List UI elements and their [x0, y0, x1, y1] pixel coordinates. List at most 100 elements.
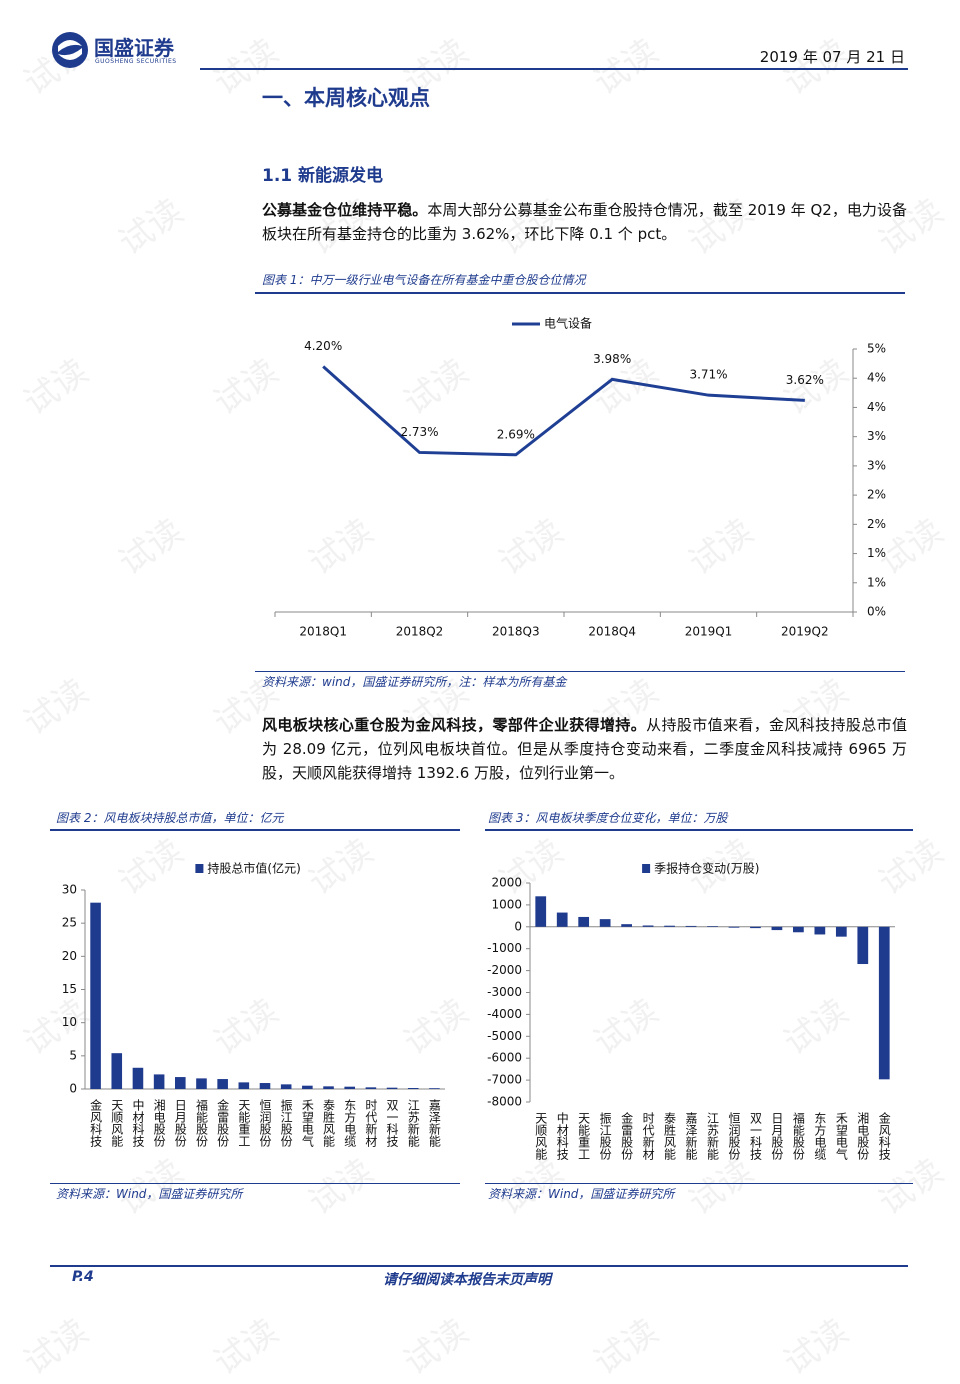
x-tick-label: 天顺风能 [110, 1099, 124, 1147]
figure-source: 资料来源：Wind，国盛证券研究所 [56, 1187, 243, 1201]
chart: -8000 -7000 -6000 -5000 -4000 -3000 -2000 -1000… [487, 861, 895, 1160]
y-tick-label: 2% [867, 517, 886, 531]
paragraph: 公募基金仓位维持平稳。本周大部分公募基金公布重仓股持仓情况，截至 2019 年 … [262, 198, 907, 246]
bar [323, 1086, 334, 1089]
figure-caption: 图表 3：风电板块季度仓位变化，单位：万股 [488, 811, 728, 825]
bar [878, 926, 890, 1080]
bar [280, 1084, 292, 1089]
bar [835, 926, 847, 937]
y-tick-label: 10 [62, 1015, 77, 1029]
data-label: 2.73% [400, 425, 438, 439]
bar [153, 1074, 165, 1089]
data-label: 3.71% [689, 368, 727, 382]
caption-rule [485, 829, 913, 831]
legend-swatch [642, 864, 651, 873]
y-tick-label: 4% [867, 371, 886, 385]
x-tick-label: 泰胜风能 [663, 1112, 677, 1160]
x-tick-label: 中材科技 [555, 1111, 569, 1160]
x-tick-label: 2018Q2 [396, 625, 444, 639]
legend-label: 电气设备 [544, 316, 592, 331]
line-series [322, 365, 805, 457]
x-tick-label: 恒润股份 [727, 1112, 741, 1160]
subsection-title: 1.1 新能源发电 [262, 166, 384, 186]
bar [578, 916, 590, 927]
x-tick-label: 双一科技 [385, 1099, 399, 1147]
y-tick-label: -5000 [487, 1029, 522, 1043]
footer-notice: 请仔细阅读本报告末页声明 [383, 1272, 551, 1288]
x-tick-label: 禾望电气 [300, 1099, 314, 1147]
data-label: 3.62% [786, 373, 824, 387]
legend-label: 季报持仓变动(万股) [654, 861, 759, 876]
logo-icon [52, 32, 88, 68]
bar [132, 1067, 144, 1089]
y-tick-label: 30 [62, 883, 77, 897]
bar [642, 925, 654, 927]
bar [793, 926, 804, 933]
y-tick-label: 2000 [491, 876, 522, 890]
y-tick-label: 15 [62, 982, 77, 996]
bar [685, 925, 697, 927]
bar [386, 1087, 398, 1089]
bar [664, 925, 675, 927]
y-tick-label: 5 [69, 1048, 77, 1062]
x-tick-label: 湘电股份 [856, 1111, 870, 1160]
caption-rule [50, 829, 460, 831]
y-tick-label: 0% [867, 605, 886, 619]
x-tick-label: 日月股份 [173, 1099, 187, 1147]
x-tick-label: 振江股份 [279, 1099, 293, 1147]
chart: 0% 1% 1% 2% 2% 3% 3% 4% 4% 5% 2018Q1 2018Q2 2018Q3 20… [274, 316, 886, 639]
y-tick-label: 25 [62, 916, 77, 930]
bar [429, 1088, 440, 1089]
source-rule [485, 1183, 913, 1184]
data-label: 4.20% [304, 339, 342, 353]
y-tick-label: 3% [867, 458, 886, 472]
figure-source: 资料来源：Wind，国盛证券研究所 [488, 1187, 675, 1201]
bar [217, 1079, 228, 1089]
bar [407, 1088, 419, 1089]
watermark: 试读 [206, 1311, 286, 1384]
x-tick-label: 金风科技 [89, 1098, 103, 1147]
body-text: 本周大部分公募基金公布重仓股持仓情况，截至 2019 年 Q2，电力设备板块在所… [262, 201, 907, 243]
y-tick-label: 3% [867, 429, 886, 443]
x-tick-label: 金雷股份 [216, 1098, 230, 1147]
x-tick-label: 江苏新能 [706, 1112, 720, 1160]
y-tick-label: -2000 [487, 963, 522, 977]
x-tick-label: 泰胜风能 [322, 1099, 336, 1147]
bar [90, 902, 101, 1089]
figure-caption: 图表 2：风电板块持股总市值，单位：亿元 [56, 811, 284, 825]
x-tick-label: 东方电缆 [813, 1112, 827, 1160]
y-tick-label: -4000 [487, 1007, 522, 1021]
bar [857, 926, 869, 965]
y-tick-label: -1000 [487, 941, 522, 955]
lead: 公募基金仓位维持平稳。 [262, 201, 428, 219]
caption-rule [255, 292, 905, 294]
footer-rule [50, 1265, 908, 1267]
bar [621, 924, 632, 927]
bar [535, 896, 547, 927]
x-tick-label: 时代新材 [641, 1112, 655, 1160]
x-tick-label: 2018Q4 [588, 625, 636, 639]
bar [111, 1053, 123, 1089]
watermark: 试读 [16, 351, 96, 424]
y-tick-label: -7000 [487, 1073, 522, 1087]
x-tick-label: 恒润股份 [258, 1099, 272, 1147]
figure-caption: 图表 1：中万一级行业电气设备在所有基金中重仓股仓位情况 [262, 273, 586, 287]
y-tick-label: -8000 [487, 1095, 522, 1109]
header-rule [200, 68, 908, 70]
bar [196, 1078, 207, 1089]
y-tick-label: -3000 [487, 985, 522, 999]
x-tick-label: 嘉泽新能 [427, 1099, 441, 1147]
logo-sub: GUOSHENG SECURITIES [95, 58, 177, 65]
watermark: 试读 [586, 31, 666, 104]
bar [728, 926, 740, 928]
x-tick-label: 天顺风能 [534, 1112, 548, 1160]
bar [365, 1087, 377, 1089]
x-tick-label: 2019Q2 [781, 625, 829, 639]
x-tick-label: 福能股份 [791, 1111, 805, 1160]
x-tick-label: 江苏新能 [406, 1099, 420, 1147]
watermark: 试读 [16, 671, 96, 744]
x-tick-label: 天能重工 [237, 1099, 251, 1147]
x-tick-label: 时代新材 [364, 1099, 378, 1147]
y-tick-label: 20 [62, 949, 77, 963]
